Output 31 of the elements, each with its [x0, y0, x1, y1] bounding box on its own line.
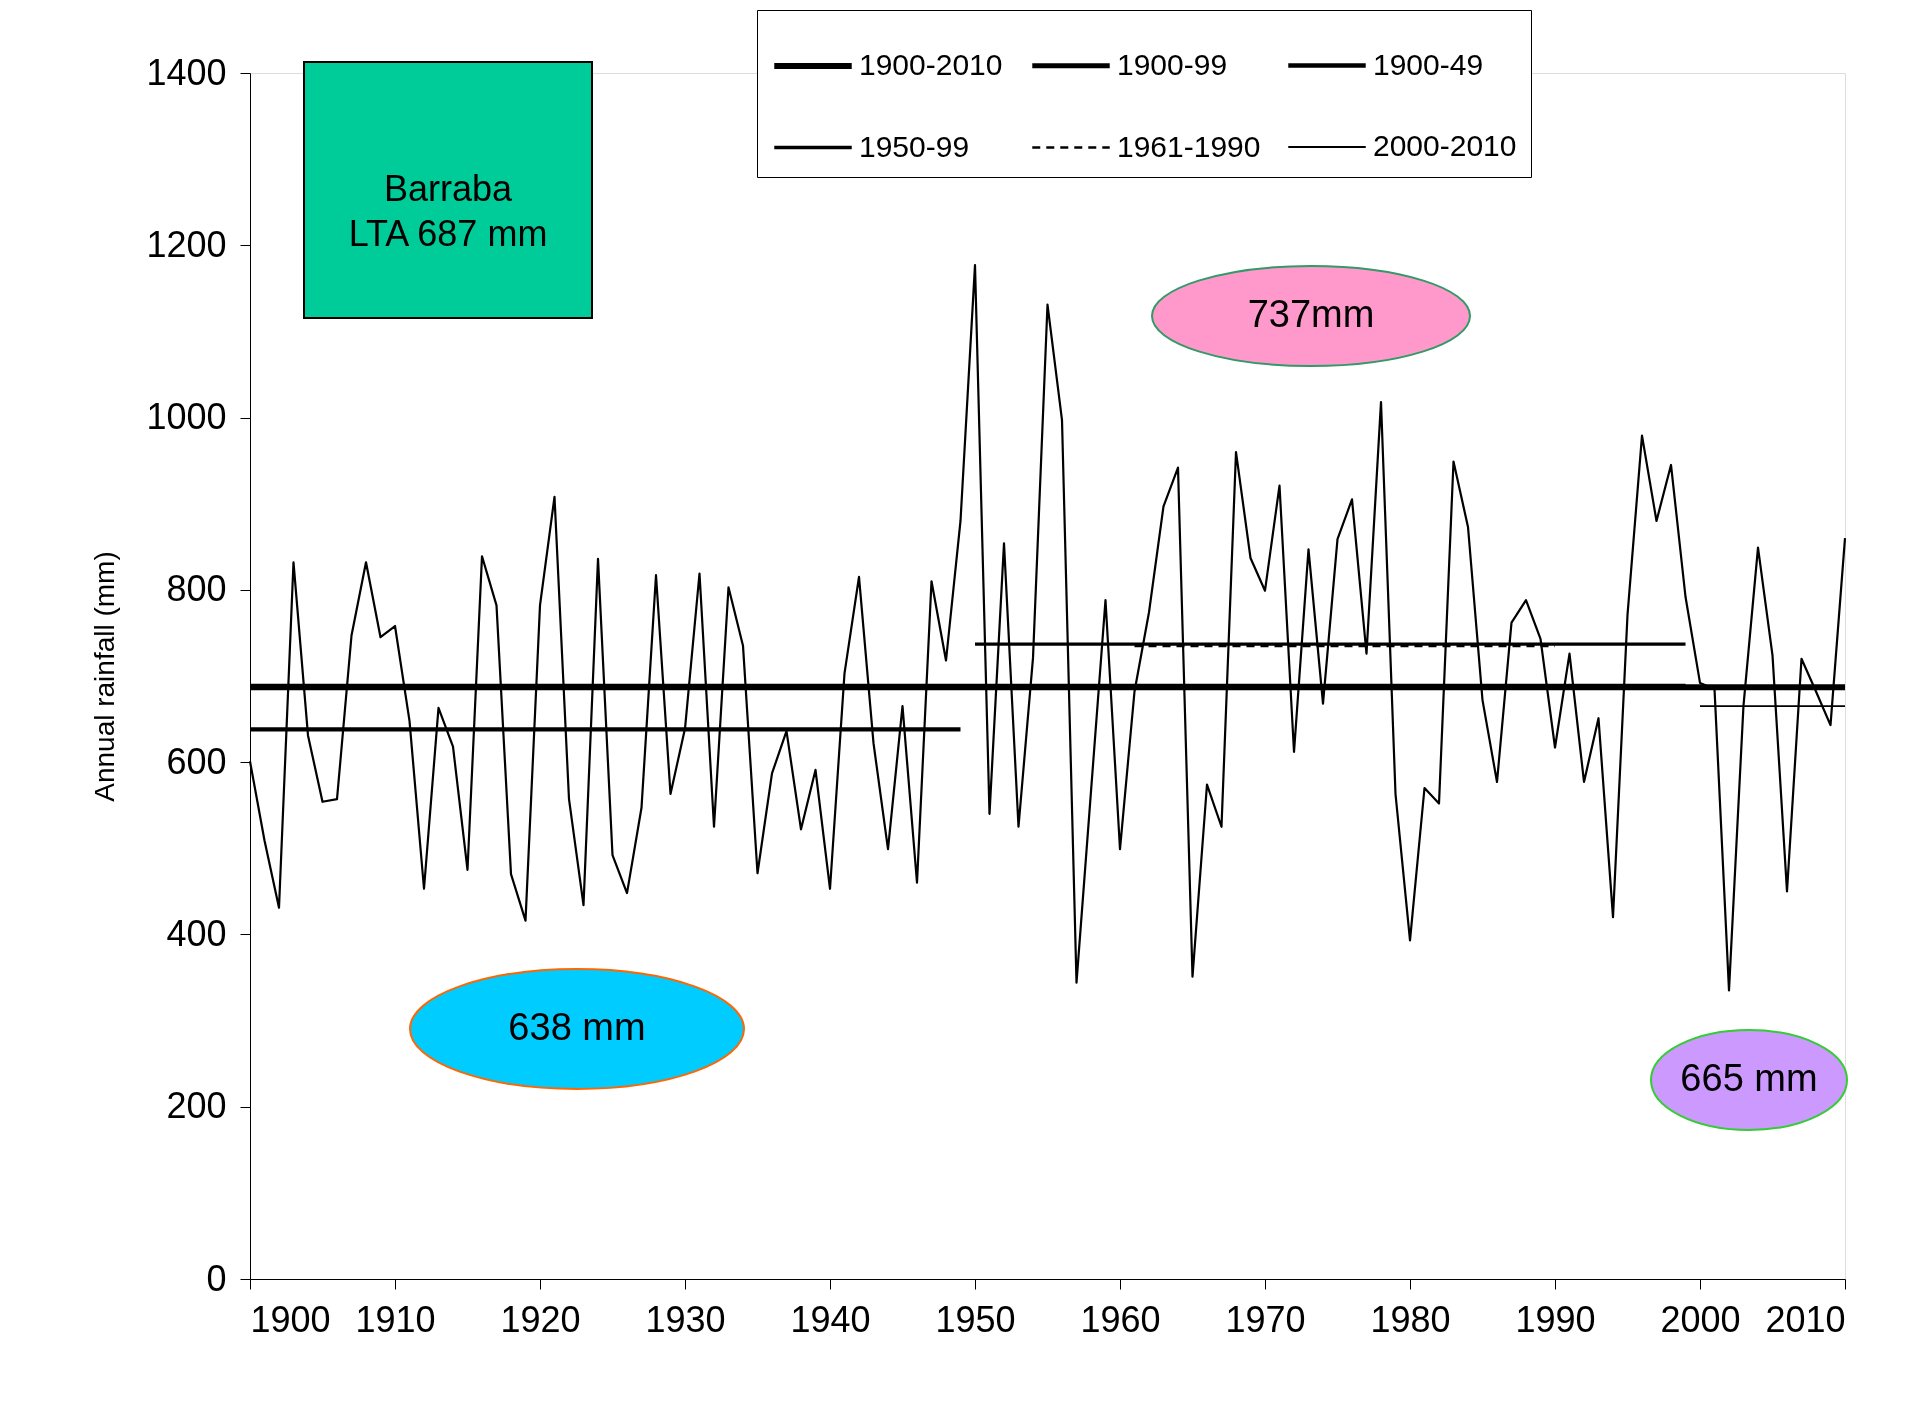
y-tick-label: 400 — [166, 912, 227, 954]
legend-label: 1900-2010 — [859, 48, 1003, 81]
x-tick-label: 1920 — [500, 1298, 581, 1340]
y-tick-label: 1200 — [146, 223, 227, 265]
x-tick-label: 2010 — [1765, 1298, 1846, 1340]
x-tick-label: 1900 — [250, 1298, 331, 1340]
x-tick-label: 1990 — [1515, 1298, 1596, 1340]
legend-label: 1961-1990 — [1117, 129, 1261, 163]
x-tick-label: 1980 — [1370, 1298, 1451, 1340]
y-tick-label: 600 — [166, 740, 227, 782]
x-tick-label: 1910 — [355, 1298, 436, 1340]
y-axis-title: Annual rainfall (mm) — [89, 551, 121, 802]
annotation: 638 mm — [508, 1006, 646, 1048]
y-tick-label: 1000 — [146, 396, 227, 438]
legend-label: 1950-99 — [859, 129, 970, 163]
annotation: 737mm — [1247, 293, 1375, 335]
y-tick-label: 1400 — [146, 51, 227, 93]
x-tick-label: 1970 — [1225, 1298, 1306, 1340]
x-tick-label: 1960 — [1080, 1298, 1161, 1340]
legend-label: 1900-49 — [1373, 47, 1484, 81]
y-tick-label: 200 — [166, 1085, 227, 1127]
annotation: 665 mm — [1680, 1057, 1818, 1099]
legend-label: 1900-99 — [1117, 47, 1228, 81]
x-tick-label: 1930 — [645, 1298, 726, 1340]
y-tick-label: 800 — [166, 568, 227, 610]
x-tick-label: 1950 — [935, 1298, 1016, 1340]
y-tick-label: 0 — [206, 1257, 227, 1299]
x-tick-label: 1940 — [790, 1298, 871, 1340]
x-tick-label: 2000 — [1660, 1298, 1741, 1340]
annotation: Barraba LTA 687 mm — [348, 168, 548, 254]
legend-label: 2000-2010 — [1373, 129, 1517, 162]
